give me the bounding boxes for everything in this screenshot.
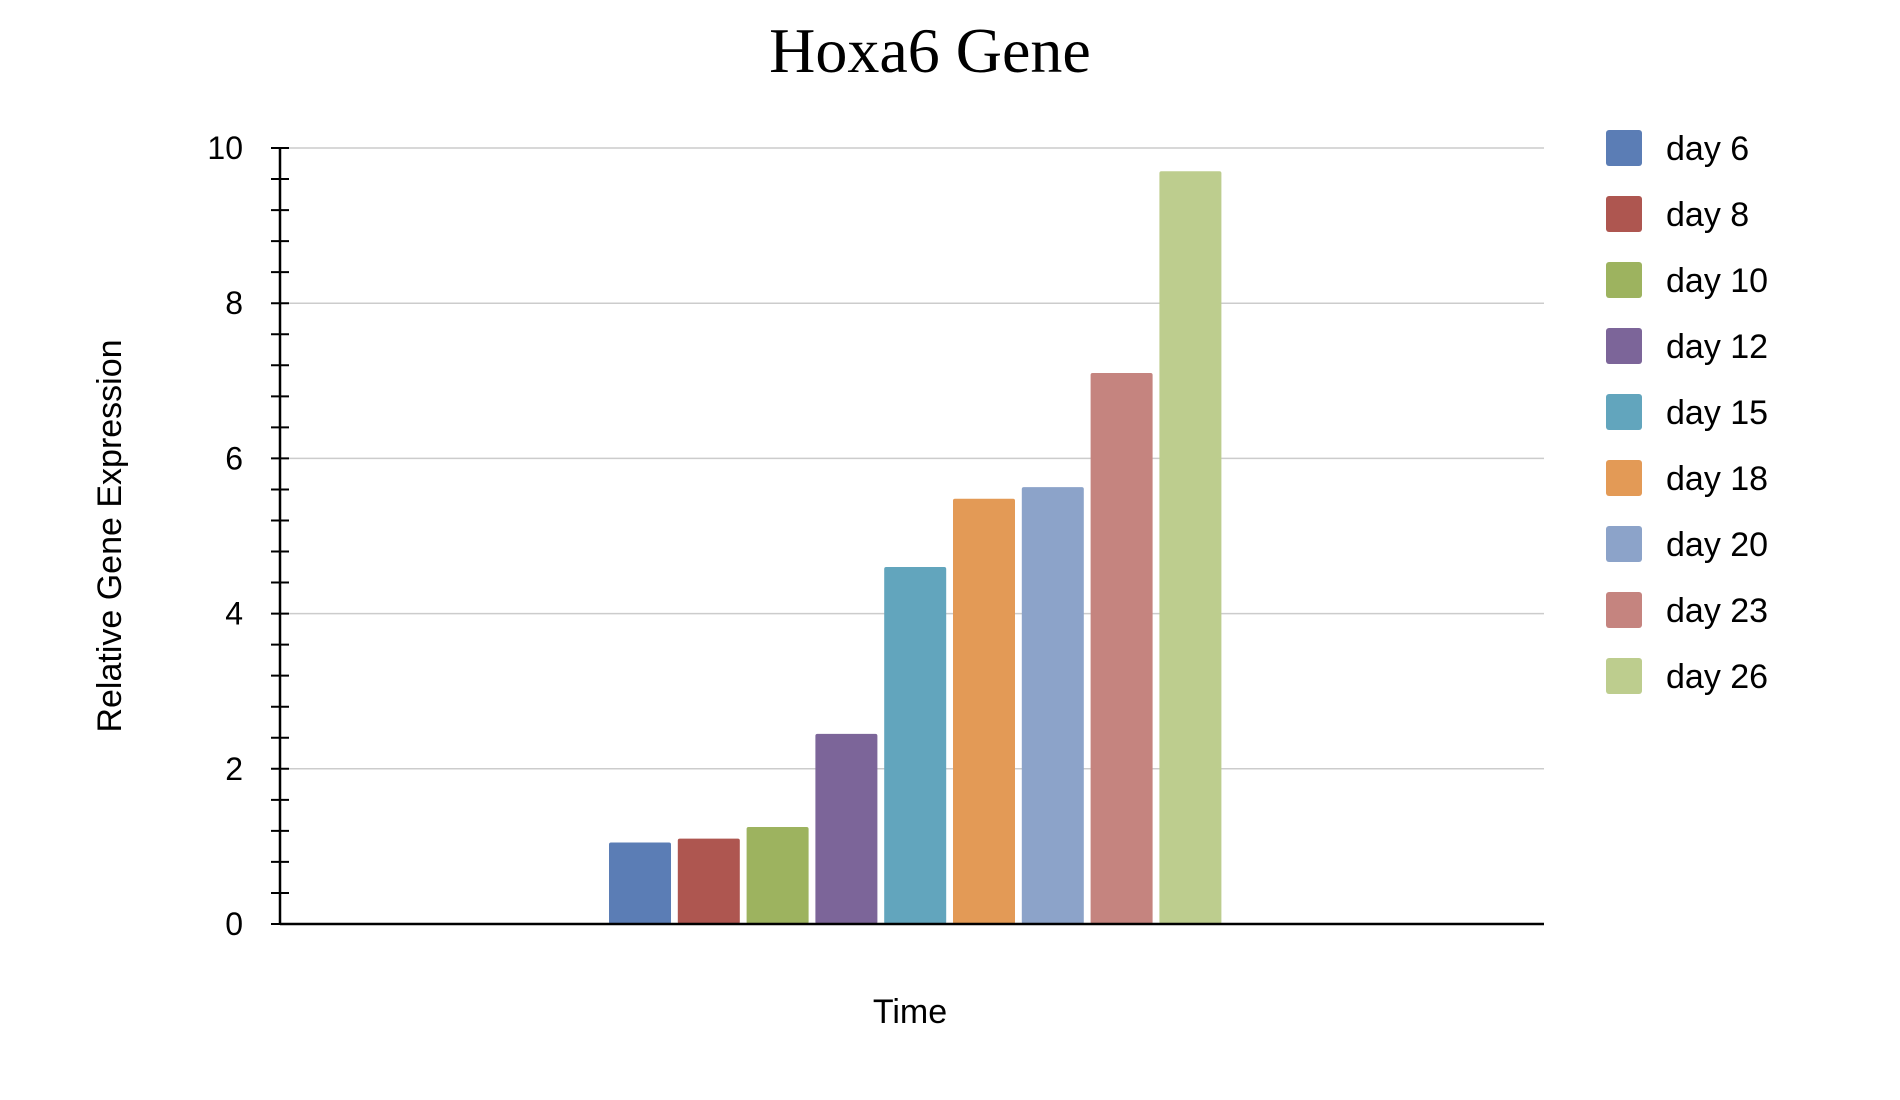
bar — [953, 498, 1015, 924]
legend-swatch — [1606, 196, 1642, 232]
legend-swatch — [1606, 460, 1642, 496]
bars — [609, 171, 1222, 924]
legend-label: day 18 — [1666, 460, 1768, 498]
bar — [677, 838, 740, 924]
y-tick-label: 6 — [225, 440, 243, 476]
legend-label: day 26 — [1666, 658, 1768, 696]
legend-swatch — [1606, 394, 1642, 430]
legend-swatch — [1606, 526, 1642, 562]
x-axis-label: Time — [873, 993, 947, 1031]
y-tick-labels: 0 2 4 6 8 10 — [207, 130, 243, 942]
legend-label: day 12 — [1666, 328, 1768, 366]
legend-label: day 15 — [1666, 394, 1768, 432]
legend-swatch — [1606, 328, 1642, 364]
legend-label: day 6 — [1666, 130, 1749, 168]
legend-label: day 8 — [1666, 196, 1749, 234]
y-tick-label: 0 — [225, 906, 243, 942]
gridlines — [280, 147, 1544, 770]
legend: day 6 day 8 day 10 day 12 day 15 day 18 day 20… — [1606, 130, 1768, 696]
bar — [746, 827, 809, 924]
bar — [884, 567, 947, 924]
legend-label: day 20 — [1666, 526, 1768, 564]
bar — [1159, 171, 1222, 924]
legend-swatch — [1606, 262, 1642, 298]
legend-swatch — [1606, 658, 1642, 694]
legend-label: day 10 — [1666, 262, 1768, 300]
legend-label: day 23 — [1666, 592, 1768, 630]
chart-title: Hoxa6 Gene — [769, 15, 1091, 86]
y-tick-label: 4 — [225, 596, 243, 632]
bar — [1090, 373, 1153, 924]
y-axis-label: Relative Gene Expression — [91, 339, 129, 732]
legend-swatch — [1606, 592, 1642, 628]
y-tick-label: 2 — [225, 751, 243, 787]
y-tick-label: 10 — [207, 130, 243, 166]
y-tick-label: 8 — [225, 285, 243, 321]
legend-swatch — [1606, 130, 1642, 166]
bar — [1021, 487, 1084, 924]
bar — [815, 733, 878, 924]
bar — [609, 842, 671, 924]
